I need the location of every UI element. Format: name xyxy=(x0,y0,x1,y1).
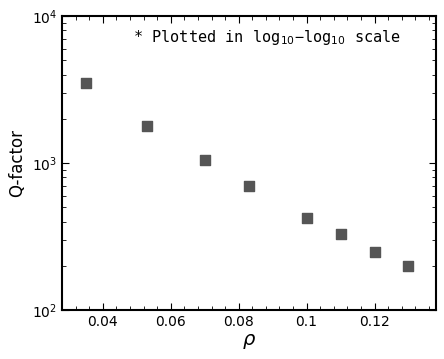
Point xyxy=(337,231,344,237)
X-axis label: $\rho$: $\rho$ xyxy=(242,332,256,351)
Point xyxy=(143,123,151,129)
Point xyxy=(303,215,310,221)
Text: * Plotted in log$_{10}$−log$_{10}$ scale: * Plotted in log$_{10}$−log$_{10}$ scale xyxy=(134,28,402,47)
Y-axis label: Q-factor: Q-factor xyxy=(8,129,26,197)
Point xyxy=(371,249,378,255)
Point xyxy=(405,263,412,269)
Point xyxy=(201,157,208,163)
Point xyxy=(82,80,89,86)
Point xyxy=(246,183,253,189)
